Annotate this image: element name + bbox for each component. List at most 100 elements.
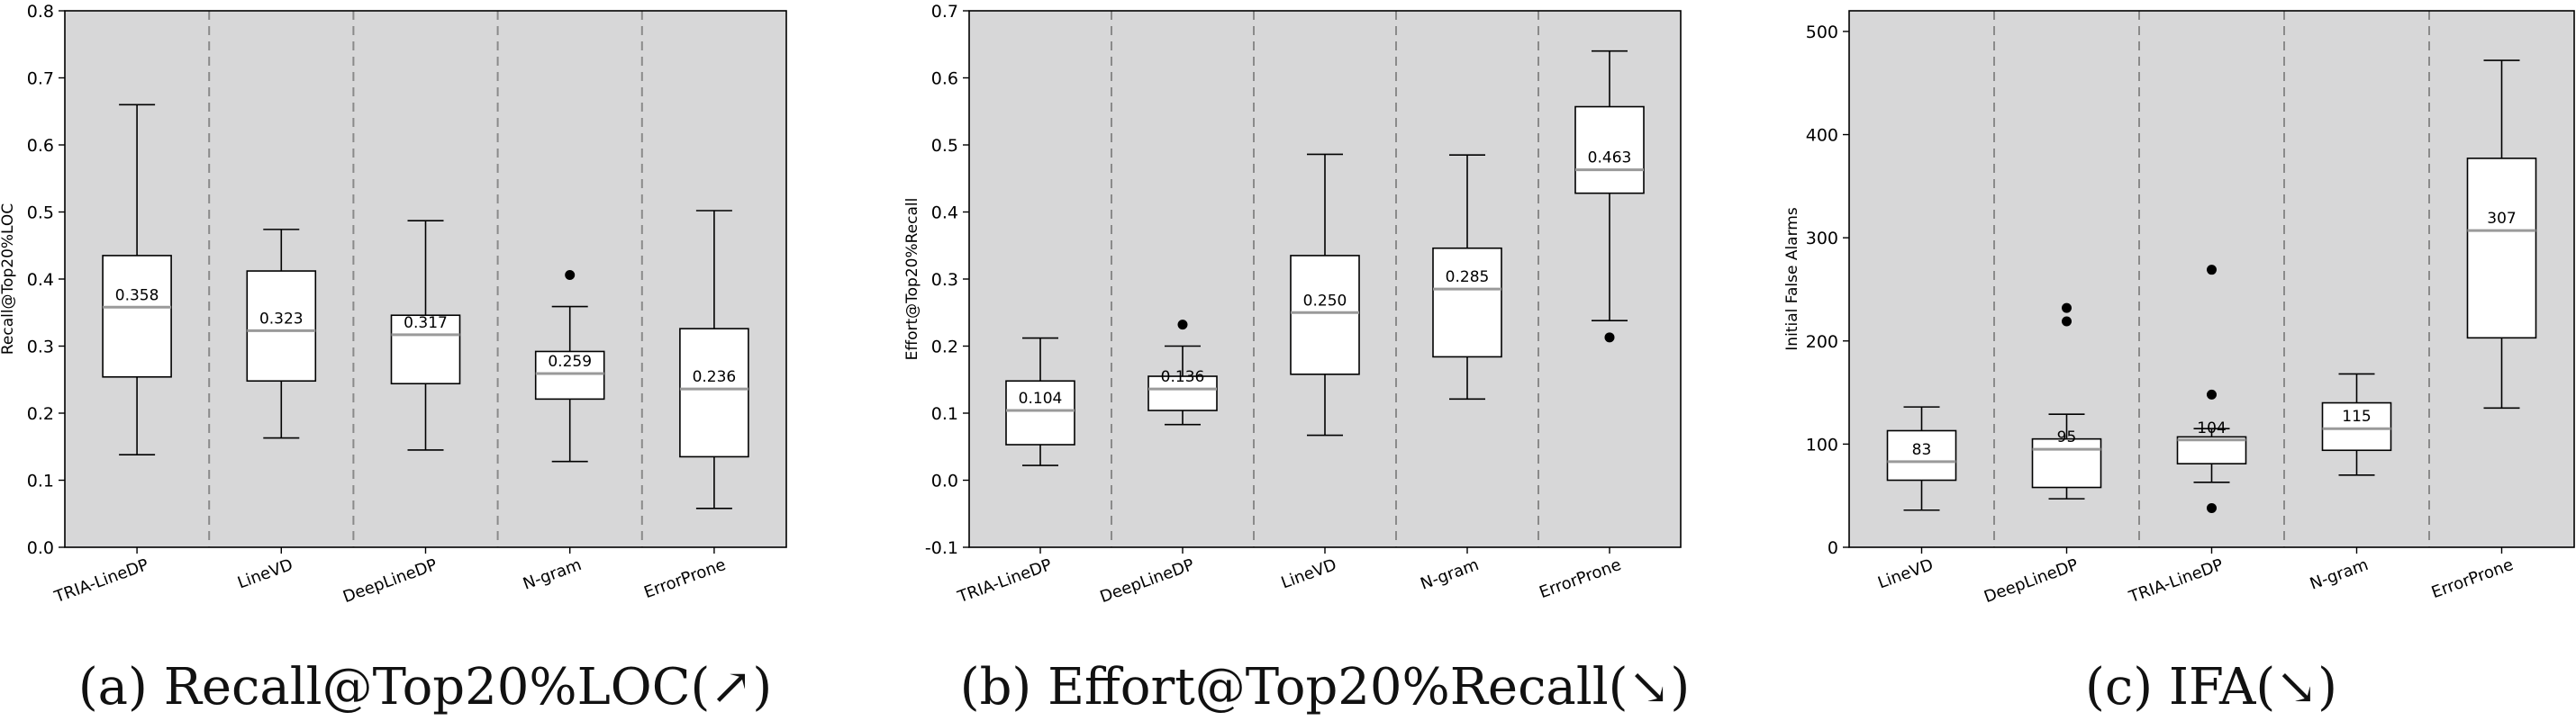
y-tick-label: 0.7 [931,2,958,22]
y-tick-label: 100 [1806,435,1838,455]
outlier-point [2207,265,2217,275]
iqr-box [390,314,461,385]
box-LineVD: 0.250 [1290,153,1360,437]
category-label: DeepLineDP [1982,555,2081,607]
subfigure-caption: (c) IFA(↘) [2085,658,2337,716]
median-label: 104 [2197,419,2226,437]
box-TRIA-LineDP: 104 [2176,265,2247,513]
y-tick-label: 0 [1828,538,1838,558]
outlier-point [1177,320,1188,330]
median-label: 0.285 [1446,268,1490,286]
iqr-box [1147,375,1218,411]
category-label: DeepLineDP [340,555,440,607]
iqr-box [102,255,172,378]
outlier-point [1604,332,1615,343]
median-label: 83 [1912,441,1932,459]
category-label: LineVD [1875,555,1936,593]
iqr-box [1886,429,1957,482]
box-ErrorProne: 0.236 [679,210,749,509]
y-tick-label: 0.1 [931,404,958,424]
box-N-gram: 0.285 [1432,154,1502,401]
box-LineVD: 83 [1886,406,1957,511]
y-axis-label: Recall@Top20%LOC [0,203,17,355]
outlier-point [565,270,576,281]
median-label: 0.236 [693,368,737,386]
y-tick-label: 0.4 [27,270,54,290]
box-ErrorProne: 0.463 [1574,50,1645,343]
category-label: TRIA-LineDP [2126,555,2226,608]
iqr-box [534,350,605,401]
iqr-box [679,328,749,458]
median-label: 0.463 [1588,149,1632,167]
y-tick-label: 0.5 [27,203,54,223]
y-tick-label: 0.2 [931,338,958,357]
y-axis-label: Effort@Top20%Recall [903,198,921,361]
y-tick-label: 0.7 [27,69,54,89]
outlier-point [2062,316,2072,327]
category-label: ErrorProne [641,555,728,602]
box-TRIA-LineDP: 0.358 [102,104,172,455]
iqr-box [2466,158,2537,339]
chart-panel-1: 0.358 0.323 0.317 0.259 0.236 0.0 0.1 0.2 0.3 0.4… [0,2,787,716]
median-label: 0.358 [115,286,159,304]
category-label: TRIA-LineDP [955,555,1055,608]
category-label: DeepLineDP [1097,555,1196,607]
median-label: 307 [2487,210,2516,228]
y-tick-label: 0.8 [27,2,54,22]
y-tick-label: 0.3 [27,338,54,357]
subfigure-caption: (a) Recall@Top20%LOC(↗) [78,658,772,716]
outlier-point [2062,302,2072,313]
iqr-box [2176,436,2247,464]
y-tick-label: 0.3 [931,270,958,290]
y-tick-label: 0.6 [931,69,958,89]
category-label: LineVD [235,555,295,593]
y-tick-label: 0.6 [27,136,54,156]
median-label: 0.323 [259,310,304,328]
box-TRIA-LineDP: 0.104 [1005,337,1075,466]
chart-panel-2: 0.104 0.136 0.250 0.285 0.463 -0.1 0.0 0.1 0.2 0.… [903,2,1690,716]
box-ErrorProne: 307 [2466,59,2537,410]
box-DeepLineDP: 0.136 [1147,320,1218,426]
y-axis-label: Initial False Alarms [1783,207,1801,351]
iqr-box [1005,380,1075,446]
box-DeepLineDP: 0.317 [390,220,461,451]
category-label: N-gram [2308,555,2371,594]
y-tick-label: 0.0 [27,538,54,558]
chart-panel-3: 83 95 104 115 307 0 100 200 300 400 500 LineVD DeepL… [1783,10,2575,716]
y-tick-label: 500 [1806,23,1838,42]
iqr-box [2031,437,2102,489]
y-tick-label: -0.1 [925,538,958,558]
y-tick-label: 0.5 [931,136,958,156]
subfigure-caption: (b) Effort@Top20%Recall(↘) [960,658,1691,716]
box-LineVD: 0.323 [246,229,317,439]
y-tick-label: 0.1 [27,472,54,491]
category-label: N-gram [1418,555,1481,594]
category-label: LineVD [1279,555,1339,593]
y-tick-label: 400 [1806,126,1838,146]
category-label: TRIA-LineDP [51,555,151,608]
y-tick-label: 0.0 [931,472,958,491]
median-label: 0.250 [1303,292,1347,310]
y-tick-label: 0.4 [931,203,958,223]
outlier-point [2207,502,2217,513]
iqr-box [246,270,317,383]
category-label: ErrorProne [2429,555,2516,602]
median-label: 115 [2342,408,2371,426]
y-tick-label: 300 [1806,229,1838,248]
iqr-box [1290,255,1360,375]
y-tick-label: 200 [1806,332,1838,352]
median-label: 95 [2057,428,2077,446]
median-label: 0.136 [1161,368,1205,386]
iqr-box [2321,401,2392,452]
box-N-gram: 0.259 [534,270,605,463]
box-N-gram: 115 [2321,373,2392,476]
median-label: 0.259 [548,353,592,371]
category-label: ErrorProne [1537,555,1623,602]
outlier-point [2207,389,2217,400]
iqr-box [1432,247,1502,358]
box-DeepLineDP: 95 [2031,302,2102,500]
median-label: 0.317 [404,314,448,332]
iqr-box [1574,105,1645,194]
category-label: N-gram [521,555,584,594]
